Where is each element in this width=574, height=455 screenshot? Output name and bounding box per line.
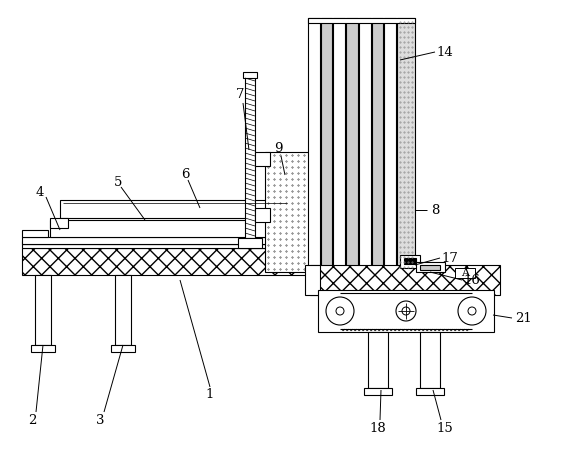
Text: 18: 18 <box>370 421 386 435</box>
Text: 5: 5 <box>114 176 122 188</box>
Text: 2: 2 <box>28 414 36 426</box>
Bar <box>60 200 290 218</box>
Text: 7: 7 <box>236 89 245 101</box>
Bar <box>238 238 262 248</box>
Bar <box>397 18 415 272</box>
Bar <box>31 345 55 352</box>
Bar <box>22 244 310 248</box>
Bar <box>50 218 68 228</box>
Text: 14: 14 <box>437 46 453 59</box>
Bar <box>243 72 257 78</box>
Bar <box>404 258 416 264</box>
Circle shape <box>458 297 486 325</box>
Bar <box>115 275 131 345</box>
Text: 21: 21 <box>515 312 532 324</box>
Bar <box>346 18 358 272</box>
Bar <box>282 218 295 248</box>
Circle shape <box>336 307 344 315</box>
Bar <box>321 18 332 272</box>
Bar <box>359 18 371 272</box>
Text: 8: 8 <box>431 203 439 217</box>
Bar <box>420 265 440 270</box>
Bar <box>455 268 475 278</box>
Bar <box>265 152 312 272</box>
Bar <box>371 18 383 272</box>
Bar <box>305 265 320 295</box>
Bar <box>416 262 445 272</box>
Bar <box>35 275 51 345</box>
Text: 4: 4 <box>36 186 44 198</box>
Bar <box>22 230 48 237</box>
Bar <box>50 220 290 237</box>
Bar <box>420 332 440 388</box>
Bar <box>318 290 494 332</box>
Text: 3: 3 <box>96 414 104 426</box>
Circle shape <box>402 307 410 315</box>
Text: 9: 9 <box>274 142 282 155</box>
Bar <box>245 75 255 238</box>
Circle shape <box>326 297 354 325</box>
Bar <box>22 248 310 275</box>
Bar <box>333 18 345 272</box>
Bar <box>368 332 388 388</box>
Bar <box>416 388 444 395</box>
Text: 6: 6 <box>181 168 189 182</box>
Bar <box>310 265 500 295</box>
Text: 15: 15 <box>437 421 453 435</box>
Bar <box>22 241 295 244</box>
Circle shape <box>468 307 476 315</box>
Bar <box>308 18 320 272</box>
Bar <box>255 152 270 166</box>
Text: 1: 1 <box>206 389 214 401</box>
Bar <box>364 388 392 395</box>
Bar <box>400 255 420 268</box>
Bar <box>308 18 415 23</box>
Bar <box>111 345 135 352</box>
Text: 16: 16 <box>464 273 480 287</box>
Text: A: A <box>461 268 469 278</box>
Text: 17: 17 <box>441 252 459 264</box>
Bar <box>384 18 396 272</box>
Bar <box>255 208 270 222</box>
Circle shape <box>396 301 416 321</box>
Bar <box>22 237 295 244</box>
